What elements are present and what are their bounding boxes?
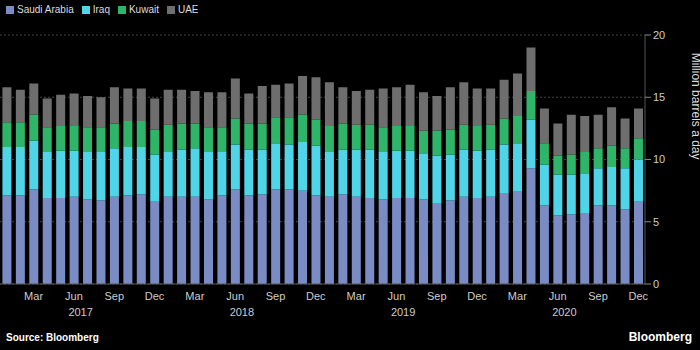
- svg-text:Jun: Jun: [388, 290, 406, 302]
- svg-text:Jun: Jun: [226, 290, 244, 302]
- svg-text:Mar: Mar: [508, 290, 527, 302]
- svg-text:2020: 2020: [552, 306, 576, 316]
- svg-text:Dec: Dec: [145, 290, 165, 302]
- html-text:Kuwait: Kuwait: [129, 4, 159, 15]
- html-text:UAE: UAE: [178, 4, 199, 15]
- svg-text:Mar: Mar: [185, 290, 204, 302]
- svg-text:Sep: Sep: [588, 290, 608, 302]
- svg-text:Mar: Mar: [347, 290, 366, 302]
- svg-text:5: 5: [653, 216, 659, 228]
- svg-text:Sep: Sep: [266, 290, 286, 302]
- svg-text:2019: 2019: [391, 306, 415, 316]
- svg-text:2017: 2017: [68, 306, 92, 316]
- svg-text:Jun: Jun: [65, 290, 83, 302]
- svg-text:20: 20: [653, 29, 665, 41]
- svg-text:2018: 2018: [230, 306, 254, 316]
- svg-text:10: 10: [653, 153, 665, 165]
- svg-text:0: 0: [653, 278, 659, 290]
- html-text:Source: Bloomberg: Source: Bloomberg: [6, 332, 99, 343]
- html-text:Saudi Arabia: Saudi Arabia: [17, 4, 74, 15]
- svg-text:Jun: Jun: [549, 290, 567, 302]
- svg-text:Sep: Sep: [427, 290, 447, 302]
- svg-text:Million barrels a day: Million barrels a day: [689, 53, 692, 160]
- html-text:Bloomberg: Bloomberg: [628, 330, 692, 344]
- svg-text:Mar: Mar: [24, 290, 43, 302]
- svg-text:Dec: Dec: [629, 290, 649, 302]
- svg-text:Sep: Sep: [104, 290, 124, 302]
- svg-text:15: 15: [653, 91, 665, 103]
- svg-text:Dec: Dec: [467, 290, 487, 302]
- svg-text:Dec: Dec: [306, 290, 326, 302]
- html-text:Iraq: Iraq: [92, 4, 110, 15]
